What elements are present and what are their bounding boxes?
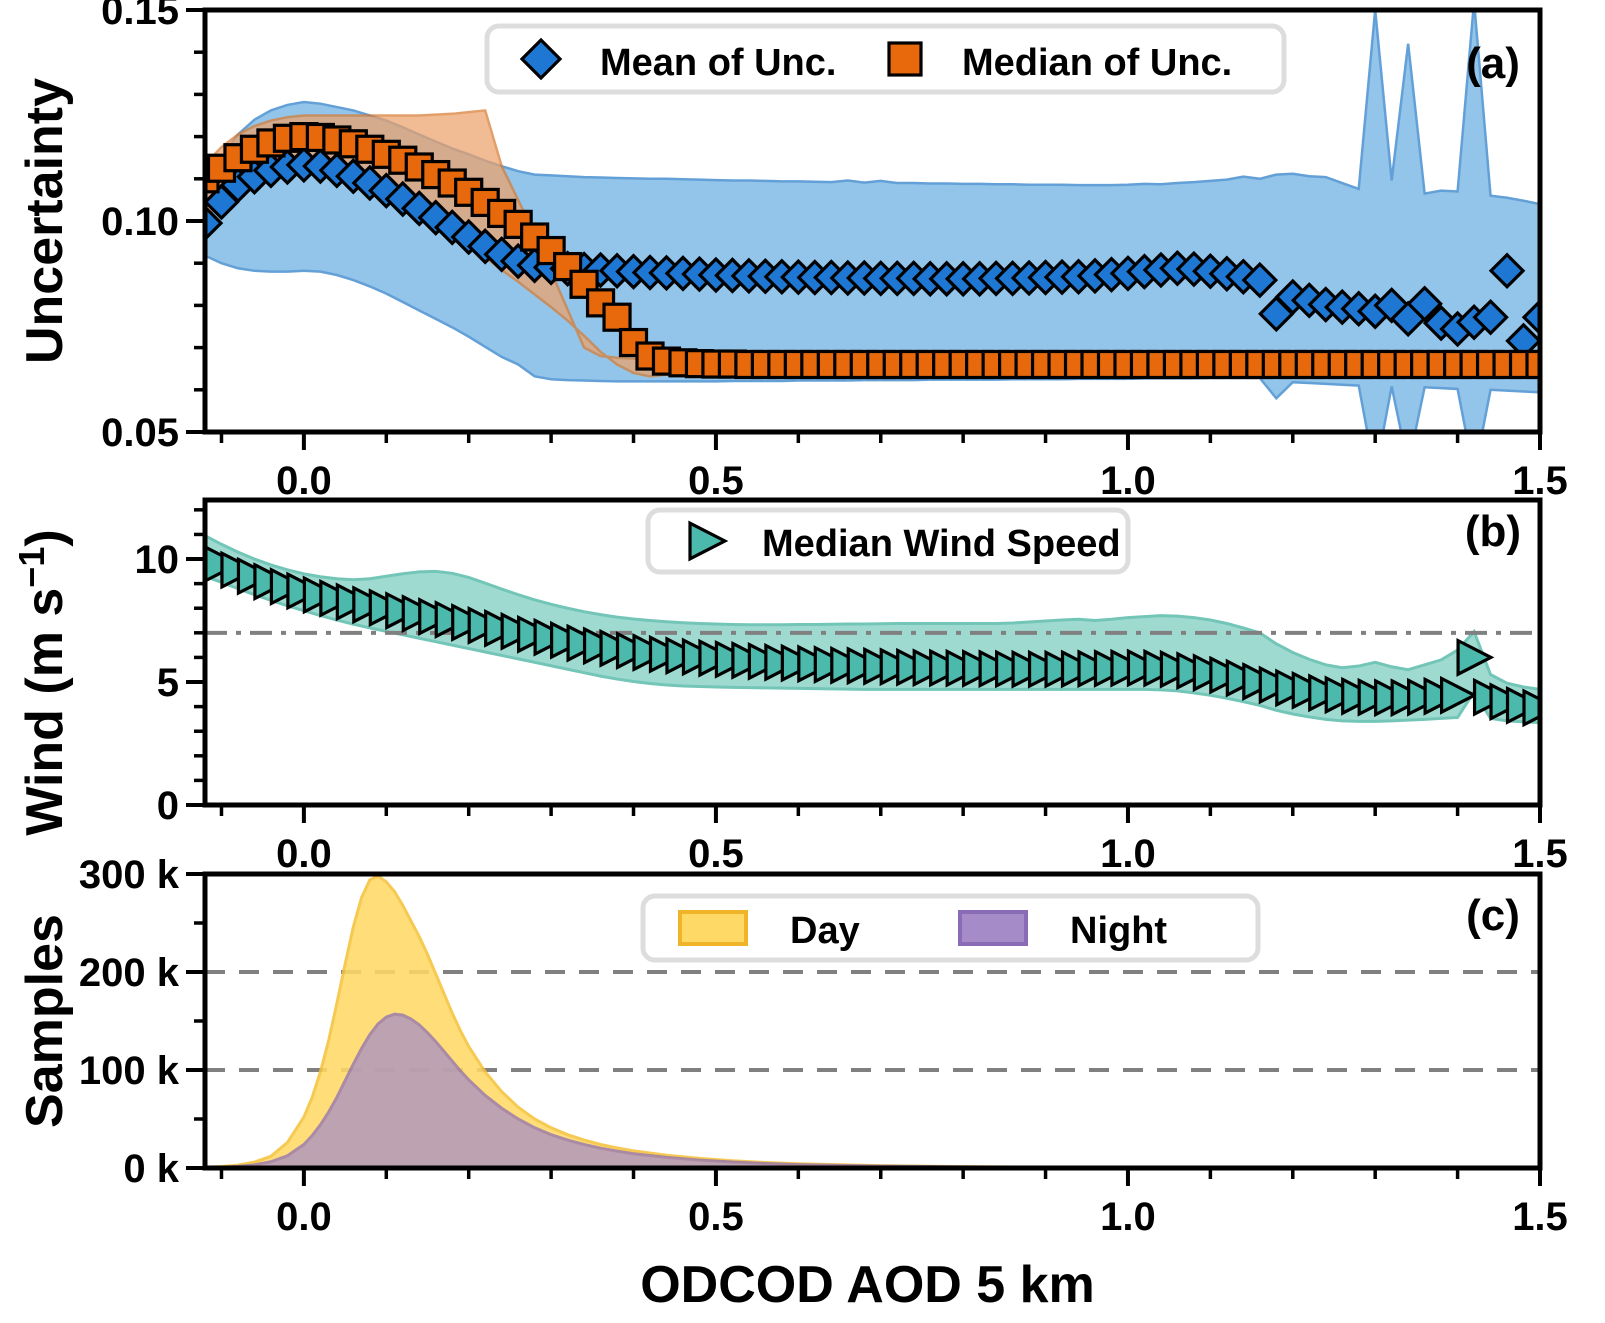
x-tick-label: 0.0	[276, 1195, 332, 1239]
median-marker	[206, 153, 237, 183]
legend-a-mean-label: Mean of Unc.	[600, 42, 836, 84]
legend-b-wind-label: Median Wind Speed	[762, 523, 1121, 565]
x-axis-ticks	[219, 432, 1542, 450]
legend-night-patch-icon	[958, 910, 1028, 946]
mean-marker	[450, 218, 487, 256]
y-tick-label: 300 k	[79, 853, 180, 897]
wind-marker	[1522, 688, 1540, 728]
wind-marker	[1439, 675, 1478, 715]
x-tick-label: 1.5	[1512, 459, 1568, 503]
y-axis-ticks	[186, 872, 205, 1170]
x-tick-label: 1.0	[1100, 459, 1156, 503]
y-tick-label: 200 k	[79, 951, 180, 995]
panel-b: 0 5 10 0.0 0.5 1.0 1.5 (b) Wind (m s−1) Median Wi…	[11, 497, 1568, 876]
legend-a-box[interactable]	[484, 23, 1287, 95]
x-axis-ticks	[219, 805, 1542, 823]
x-tick-label: 0.5	[688, 832, 744, 876]
panel-a-legend: Mean of Unc. Median of Unc.	[484, 23, 1287, 95]
y-tick-labels: 0 5 10	[135, 538, 180, 828]
legend-median-square-icon	[887, 41, 923, 77]
legend-c-night-label: Night	[1070, 910, 1167, 952]
y-tick-label: 0	[157, 784, 179, 828]
x-tick-label: 1.5	[1512, 1195, 1568, 1239]
legend-mean-diamond-icon	[519, 37, 563, 81]
panel-a-tag: (a)	[1466, 39, 1520, 88]
median-marker	[602, 302, 632, 332]
median-of-unc-markers	[205, 121, 1540, 380]
panel-b-legend: Median Wind Speed	[645, 507, 1131, 575]
x-tick-labels: 0.0 0.5 1.0 1.5	[276, 832, 1568, 876]
x-tick-label: 1.5	[1512, 832, 1568, 876]
panel-b-frame	[202, 497, 1543, 808]
y-tick-label: 5	[157, 661, 179, 705]
mean-marker	[1488, 252, 1526, 290]
mean-marker	[417, 199, 455, 236]
legend-c-day-label: Day	[790, 910, 860, 952]
y-tick-label: 0 k	[123, 1147, 179, 1191]
y-tick-label: 0.15	[101, 0, 179, 33]
panel-c-tag: (c)	[1466, 891, 1520, 940]
panel-a-ylabel: Uncertainty	[16, 78, 74, 364]
panel-b-data	[205, 533, 1540, 728]
panel-a-data	[205, 10, 1540, 432]
mean-of-unc-markers	[205, 146, 1540, 360]
panel-c-ylabel: Samples	[16, 914, 74, 1128]
panel-c: 0 k 100 k 200 k 300 k 0.0 0.5 1.0 1.5 (c) Samples…	[16, 853, 1568, 1239]
median-marker	[1525, 349, 1540, 380]
legend-wind-triangle-icon	[688, 520, 729, 562]
panel-c-legend: Day Night	[640, 893, 1261, 963]
median-wind-speed-markers	[205, 545, 1540, 728]
y-tick-label: 100 k	[79, 1049, 180, 1093]
panel-b-clip	[205, 533, 1540, 728]
panel-b-ylabel: Wind (m s−1)	[11, 529, 74, 835]
x-tick-label: 0.5	[688, 1195, 744, 1239]
mean-marker	[351, 164, 389, 202]
mean-uncertainty-band	[205, 10, 1540, 432]
x-tick-label: 0.0	[276, 459, 332, 503]
legend-a-median-label: Median of Unc.	[962, 42, 1232, 84]
median-marker	[552, 251, 583, 282]
mean-marker	[384, 180, 422, 218]
panel-b-tag: (b)	[1465, 507, 1521, 556]
mean-marker	[1373, 287, 1410, 324]
mean-marker	[205, 204, 224, 242]
mean-marker	[1241, 261, 1279, 299]
mean-marker	[1406, 285, 1443, 322]
mean-marker	[1521, 298, 1540, 336]
x-tick-labels: 0.0 0.5 1.0 1.5	[276, 1195, 1568, 1239]
legend-c-box[interactable]	[640, 893, 1261, 963]
y-tick-labels: 0.05 0.10 0.15	[101, 0, 179, 455]
y-tick-label: 10	[135, 538, 180, 582]
y-tick-labels: 0 k 100 k 200 k 300 k	[79, 853, 180, 1191]
x-tick-labels: 0.0 0.5 1.0 1.5	[276, 459, 1568, 503]
x-tick-label: 0.5	[688, 459, 744, 503]
panel-a: 0.05 0.10 0.15 0.0 0.5 1.0 1.5 (a) Uncertainty Me…	[16, 0, 1568, 503]
y-tick-label: 0.10	[101, 200, 179, 244]
figure-xlabel: ODCOD AOD 5 km	[640, 1256, 1095, 1314]
wind-marker	[1456, 638, 1495, 677]
legend-day-patch-icon	[678, 910, 748, 946]
mean-marker	[1472, 298, 1509, 336]
y-axis-ticks	[186, 508, 205, 807]
x-tick-label: 1.0	[1100, 1195, 1156, 1239]
legend-b-box[interactable]	[645, 507, 1131, 575]
y-tick-label: 0.05	[101, 411, 179, 455]
x-axis-ticks	[219, 1168, 1542, 1186]
x-tick-label: 1.0	[1100, 832, 1156, 876]
y-axis-ticks	[186, 8, 205, 434]
panel-a-clip	[205, 10, 1540, 432]
x-tick-label: 0.0	[276, 832, 332, 876]
